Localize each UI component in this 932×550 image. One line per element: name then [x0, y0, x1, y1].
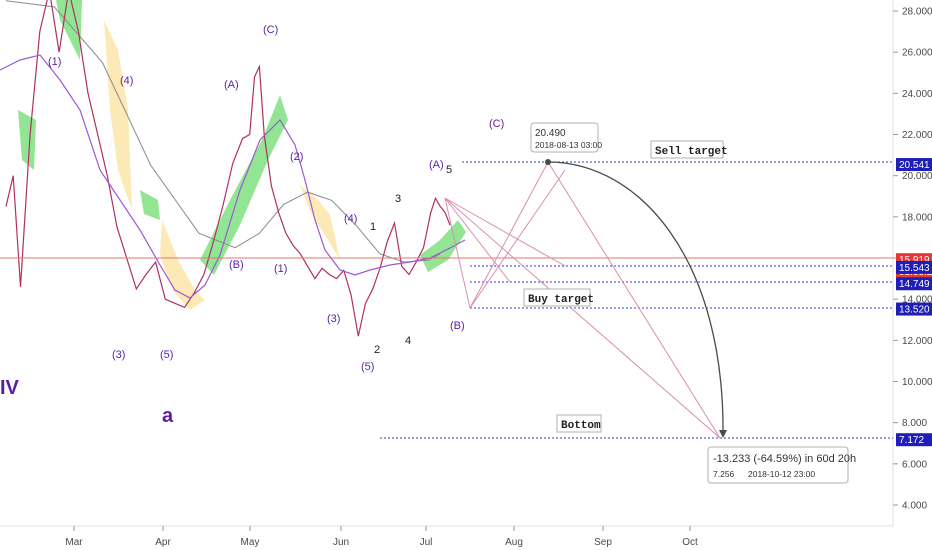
price-badge-label: 14.749	[899, 279, 930, 290]
x-axis-ticks: Mar Apr May Jun Jul Aug Sep Oct	[65, 526, 698, 548]
wave-label: 3	[395, 193, 401, 205]
y-tick-label: 18.000	[902, 212, 932, 223]
y-axis-ticks: 4.0006.0008.00010.00012.00014.00016.0001…	[893, 7, 932, 512]
forecast-arc	[547, 161, 724, 437]
price-labels: 20.54115.91901:35:2615.54314.74913.5207.…	[896, 158, 932, 447]
big-wave-label: IV	[0, 377, 20, 399]
y-tick-label: 22.000	[902, 130, 932, 141]
wave-label: 1	[370, 221, 376, 233]
wave-label: (4)	[344, 213, 357, 225]
bottom-box[interactable]: Bottom	[556, 414, 602, 433]
bottom-callout-date: 2018-10-12 23:00	[748, 469, 815, 479]
x-tick-label: Apr	[155, 537, 171, 548]
buy-target-label: Buy target	[528, 294, 594, 306]
y-tick-label: 20.000	[902, 171, 932, 182]
top-callout-date: 2018-08-13 03:00	[535, 140, 602, 150]
top-point-marker[interactable]	[545, 159, 551, 165]
y-tick-label: 8.000	[902, 418, 927, 429]
price-badge-label: 7.172	[899, 435, 924, 446]
y-tick-label: 4.000	[902, 501, 927, 512]
y-tick-label: 14.000	[902, 295, 932, 306]
price-line	[5, 0, 451, 337]
wave-label: (B)	[229, 259, 244, 271]
wave-label: (4)	[120, 75, 133, 87]
wave-label: (C)	[263, 24, 278, 36]
x-tick-label: May	[241, 537, 260, 548]
y-tick-label: 6.000	[902, 459, 927, 470]
bottom-callout-change: -13.233 (-64.59%) in 60d 20h	[713, 453, 856, 465]
price-badge: 20.541	[896, 158, 932, 172]
wave-label: (A)	[429, 159, 444, 171]
wave-label: (3)	[112, 349, 125, 361]
wave-label: (1)	[274, 263, 287, 275]
wave-label: (B)	[450, 320, 465, 332]
x-tick-label: Sep	[594, 537, 612, 548]
x-tick-label: Jul	[420, 537, 433, 548]
wave-label: (5)	[361, 361, 374, 373]
signal-line	[0, 54, 466, 299]
big-wave-label: a	[162, 405, 174, 427]
y-tick-label: 12.000	[902, 336, 932, 347]
price-badge-label: 20.541	[899, 160, 930, 171]
x-tick-label: Mar	[65, 537, 83, 548]
sell-target-label: Sell target	[655, 146, 728, 158]
y-tick-label: 24.000	[902, 89, 932, 100]
moving-average-line	[5, 0, 441, 263]
bottom-callout[interactable]: -13.233 (-64.59%) in 60d 20h 7.256 2018-…	[707, 446, 856, 484]
price-badge-label: 15.919	[899, 255, 930, 266]
x-tick-label: Oct	[682, 537, 698, 548]
y-tick-label: 26.000	[902, 48, 932, 59]
wave-label: (C)	[489, 118, 504, 130]
buy-target-box[interactable]: Buy target	[523, 288, 594, 307]
projection-lines	[444, 161, 721, 439]
wave-label: (2)	[290, 151, 303, 163]
wave-label: 4	[405, 335, 411, 347]
price-badge-label: 13.520	[899, 305, 930, 316]
sell-target-box[interactable]: Sell target	[650, 140, 728, 159]
wave-label: 5	[446, 164, 452, 176]
y-tick-label: 10.000	[902, 377, 932, 388]
wave-label: (3)	[327, 313, 340, 325]
price-badge: 13.520	[896, 302, 932, 316]
price-badge: 15.543	[896, 260, 932, 274]
wave-label: (A)	[224, 79, 239, 91]
x-tick-label: Aug	[505, 537, 523, 548]
top-callout-value: 20.490	[535, 128, 566, 139]
bottom-label: Bottom	[561, 420, 601, 432]
price-badge: 14.749	[896, 277, 932, 291]
wave-label: 2	[374, 344, 380, 356]
wave-label: (1)	[48, 56, 61, 68]
price-badge-label: 15.543	[899, 263, 930, 274]
y-tick-label: 28.000	[902, 7, 932, 18]
price-badge: 7.172	[896, 433, 932, 447]
top-callout[interactable]: 20.490 2018-08-13 03:00	[530, 122, 602, 153]
wave-labels: (1) (4) (3) (5) (A) (C) (B) (2) (1) (4) …	[0, 24, 504, 427]
bottom-arrow	[719, 430, 727, 438]
x-tick-label: Jun	[333, 537, 349, 548]
bottom-callout-value: 7.256	[713, 469, 735, 479]
wave-label: (5)	[160, 349, 173, 361]
